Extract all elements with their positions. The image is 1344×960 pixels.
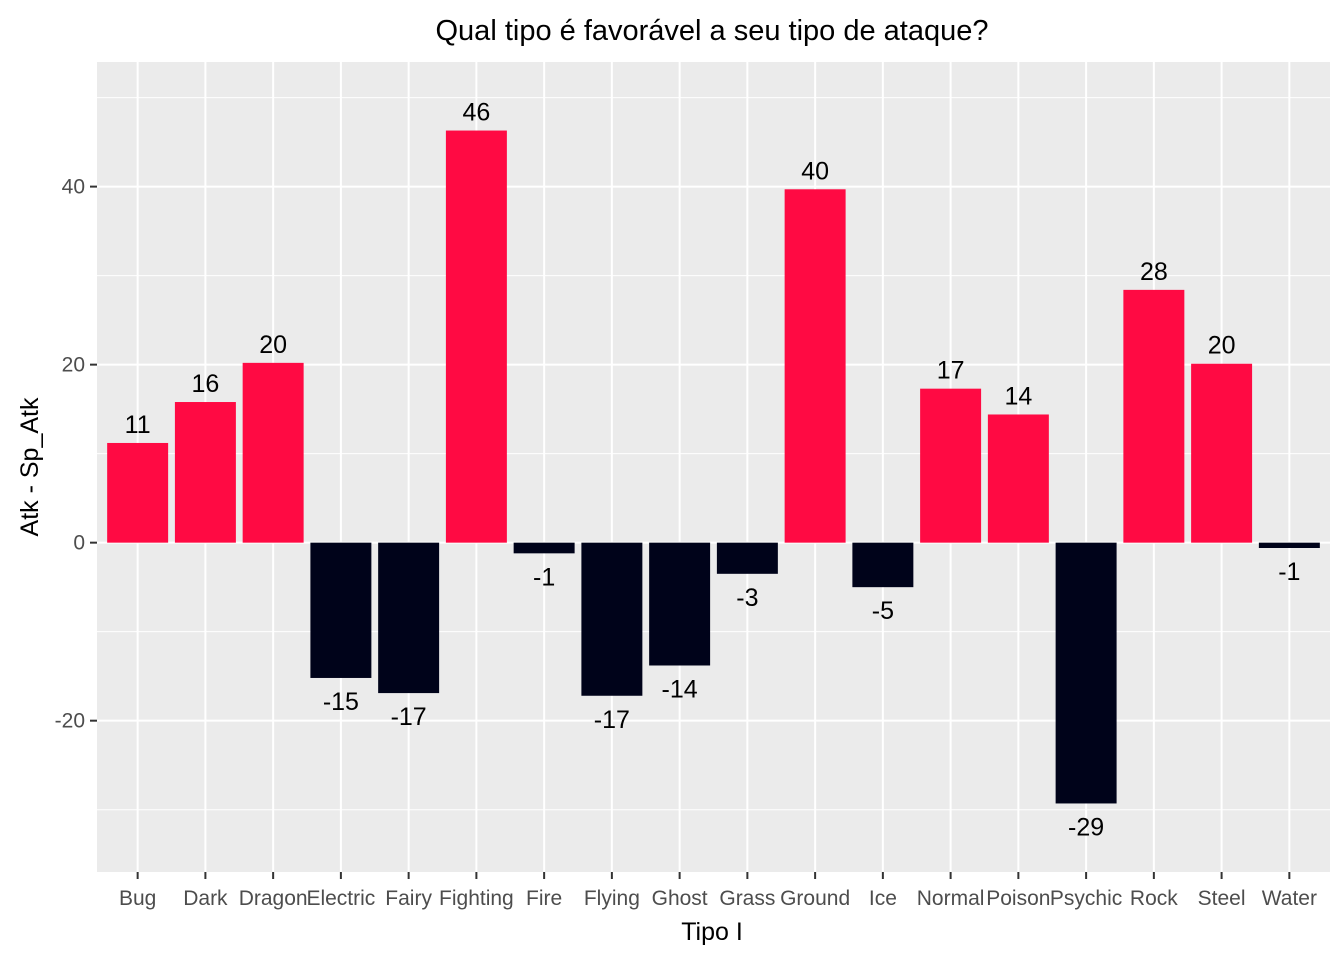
bar-value-label: -5 bbox=[872, 597, 894, 625]
bar-ice bbox=[852, 542, 914, 588]
x-tick-label: Water bbox=[1262, 887, 1317, 910]
bar-steel bbox=[1191, 363, 1253, 543]
bar-value-label: 16 bbox=[191, 370, 219, 398]
bar-value-label: -29 bbox=[1068, 813, 1104, 841]
bar-ground bbox=[784, 189, 846, 543]
bar-rock bbox=[1123, 289, 1185, 543]
bar-value-label: -1 bbox=[1278, 558, 1300, 586]
bar-value-label: 17 bbox=[937, 357, 965, 385]
x-axis-title: Tipo I bbox=[681, 918, 743, 946]
bar-value-label: -14 bbox=[662, 675, 698, 703]
bar-value-label: -17 bbox=[594, 706, 630, 734]
y-axis-title: Atk - Sp_Atk bbox=[16, 397, 44, 536]
bar-flying bbox=[581, 542, 643, 696]
bar-dark bbox=[174, 402, 236, 543]
x-tick-label: Bug bbox=[119, 887, 156, 910]
x-tick-label: Flying bbox=[584, 887, 640, 910]
bar-value-label: 20 bbox=[259, 331, 287, 359]
x-tick-label: Fire bbox=[526, 887, 562, 910]
bar-fighting bbox=[445, 130, 507, 543]
x-tick-label: Psychic bbox=[1050, 887, 1122, 910]
bar-value-label: -3 bbox=[736, 584, 758, 612]
bar-value-label: 20 bbox=[1208, 332, 1236, 360]
bars bbox=[107, 130, 1320, 804]
x-tick-label: Normal bbox=[917, 887, 985, 910]
bar-value-label: -1 bbox=[533, 563, 555, 591]
bar-normal bbox=[920, 388, 982, 543]
bar-value-label: 28 bbox=[1140, 258, 1168, 286]
y-tick-label: -20 bbox=[55, 710, 85, 733]
bar-value-label: 11 bbox=[125, 411, 151, 439]
y-tick-label: 0 bbox=[73, 532, 85, 555]
bar-water bbox=[1258, 542, 1320, 548]
y-axis-ticks: -20 0 20 40 bbox=[55, 176, 97, 733]
x-tick-label: Dark bbox=[183, 887, 228, 910]
x-tick-label: Steel bbox=[1198, 887, 1246, 910]
x-tick-label: Poison bbox=[986, 887, 1050, 910]
bar-psychic bbox=[1055, 542, 1117, 804]
x-tick-label: Grass bbox=[719, 887, 775, 910]
x-tick-label: Electric bbox=[306, 887, 375, 910]
bar-electric bbox=[310, 542, 372, 678]
bar-value-label: -15 bbox=[323, 688, 359, 716]
bar-dragon bbox=[242, 362, 304, 543]
bar-grass bbox=[716, 542, 778, 574]
bar-ghost bbox=[649, 542, 711, 666]
bar-value-label: -17 bbox=[391, 703, 427, 731]
bar-value-label: 46 bbox=[462, 99, 490, 127]
x-tick-label: Ice bbox=[869, 887, 897, 910]
bar-fairy bbox=[378, 542, 440, 694]
bar-poison bbox=[987, 414, 1049, 543]
y-tick-label: 20 bbox=[62, 354, 85, 377]
x-tick-label: Ground bbox=[780, 887, 850, 910]
bar-value-label: 40 bbox=[801, 157, 829, 185]
x-tick-label: Dragon bbox=[239, 887, 308, 910]
x-tick-label: Ghost bbox=[652, 887, 708, 910]
bar-fire bbox=[513, 542, 575, 554]
bar-value-labels: 11 16 20 -15 -17 46 -1 -17 -14 -3 40 -5 17 14 -29 28 20 -… bbox=[125, 99, 1301, 842]
x-tick-label: Fairy bbox=[385, 887, 432, 910]
y-tick-label: 40 bbox=[62, 176, 85, 199]
x-tick-label: Fighting bbox=[439, 887, 514, 910]
bar-value-label: 14 bbox=[1004, 382, 1032, 410]
x-tick-label: Rock bbox=[1130, 887, 1178, 910]
bar-bug bbox=[107, 442, 169, 543]
chart-title: Qual tipo é favorável a seu tipo de ataq… bbox=[436, 15, 989, 47]
